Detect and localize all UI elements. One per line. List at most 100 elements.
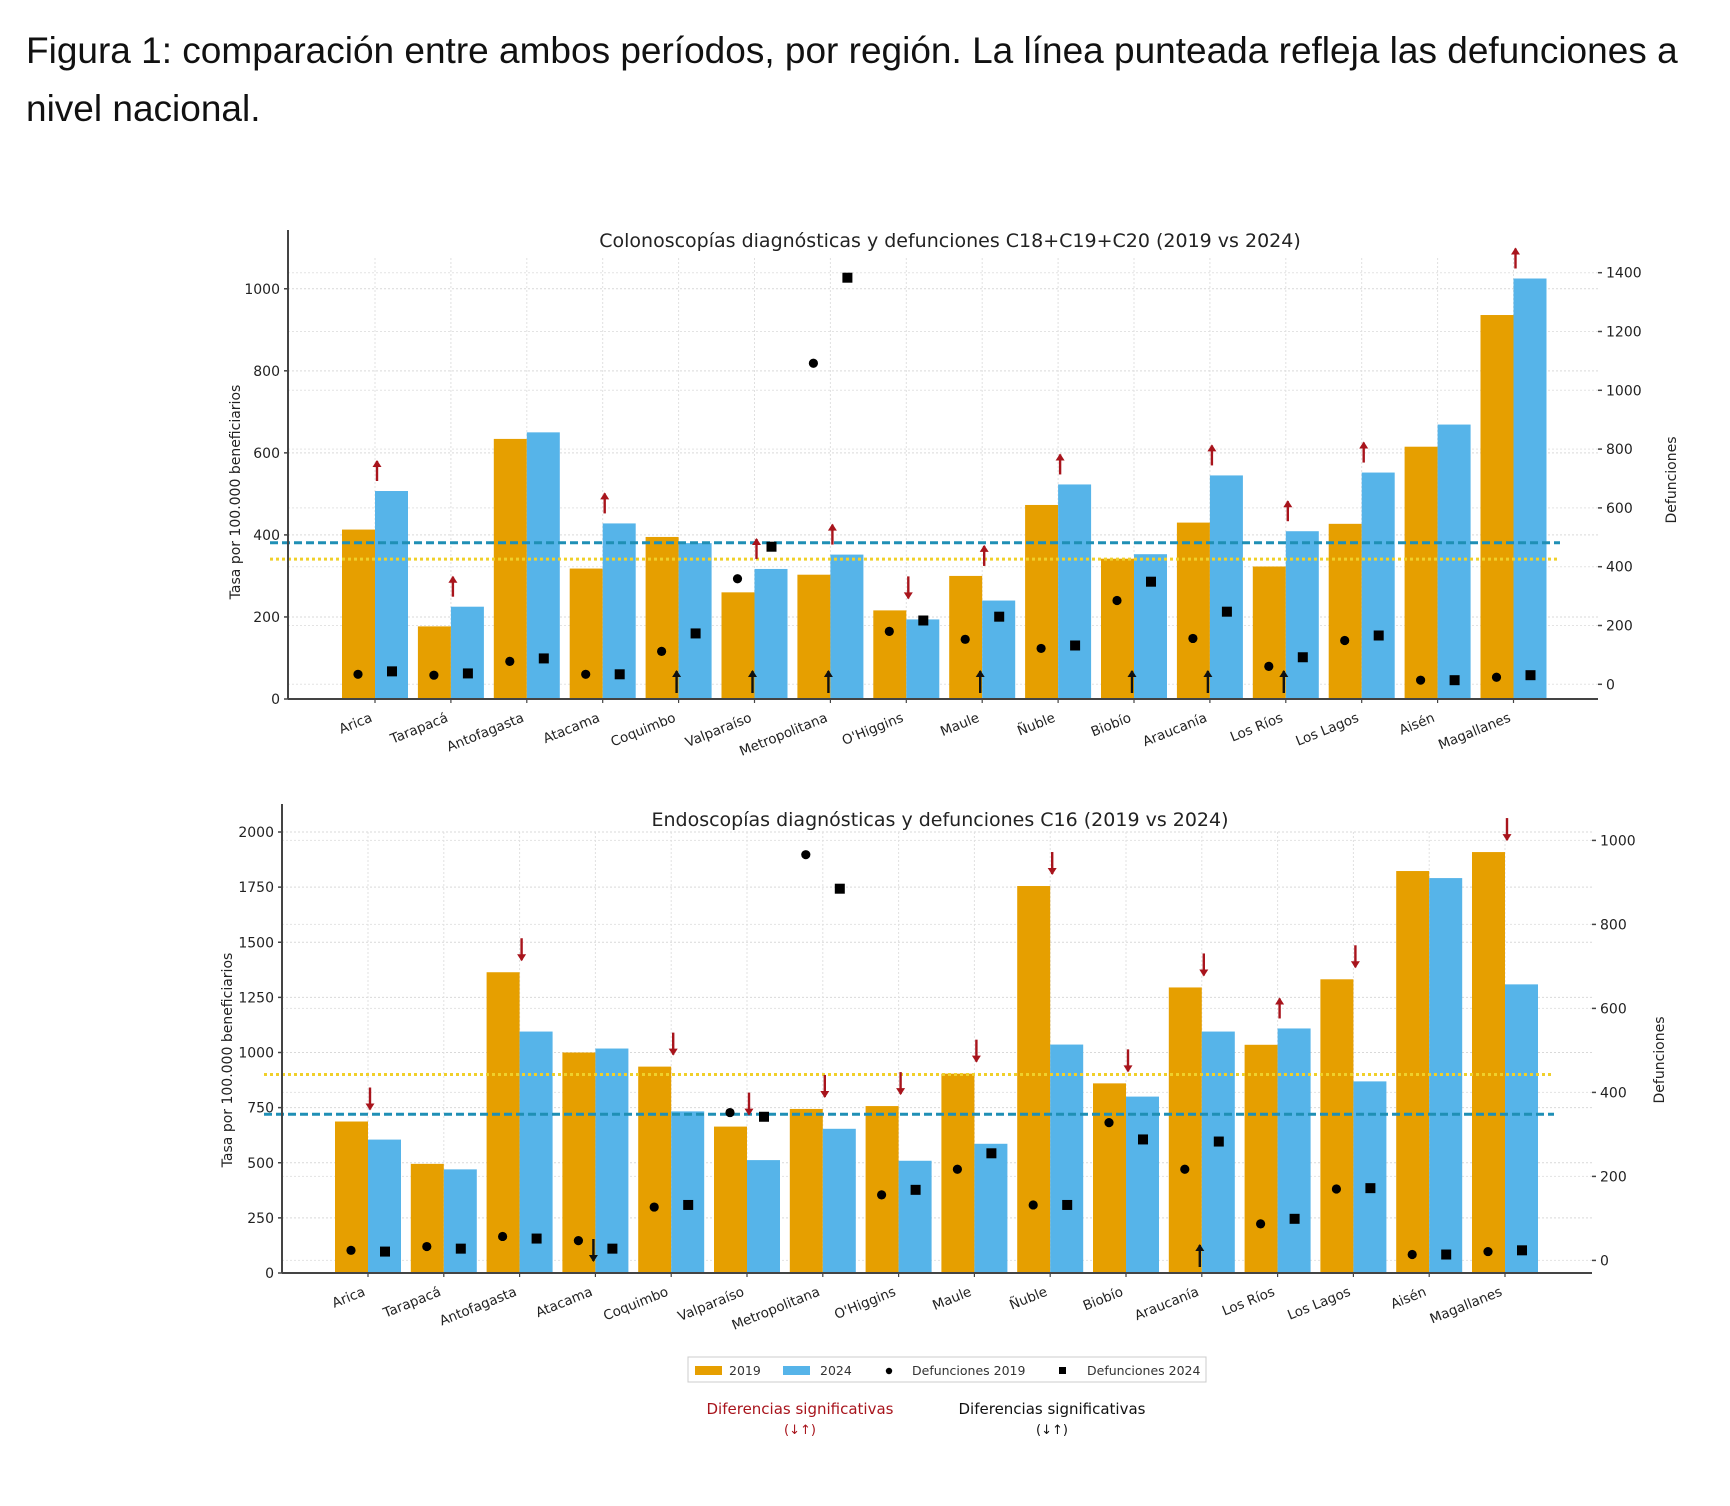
y-tick-label: 1250 <box>238 990 274 1006</box>
bar-2024 <box>1134 554 1167 699</box>
x-tick-label: Maule <box>930 1284 974 1314</box>
x-tick-label: Tarapacá <box>387 710 450 748</box>
legend: 2019 2024 Defunciones 2019 Defunciones 2… <box>687 1356 1207 1438</box>
bar-2024 <box>443 1169 477 1273</box>
marker-defunciones-2019 <box>573 1236 584 1246</box>
chart-endoscopias: Endoscopías diagnósticas y defunciones C… <box>220 804 1668 1334</box>
y-tick-label: 600 <box>253 446 280 462</box>
marker-defunciones-2019 <box>1416 675 1426 685</box>
arrow-down-icon <box>896 1072 906 1096</box>
legend-marker-defunciones-2024 <box>1059 1367 1066 1374</box>
legend-swatch-2024 <box>783 1366 810 1375</box>
y-tick-label: 0 <box>271 692 280 708</box>
arrow-down-icon-head <box>1350 961 1360 969</box>
bar-2024 <box>678 543 712 699</box>
arrow-up-icon <box>1279 670 1289 693</box>
bar-2024 <box>830 554 864 699</box>
note-significance-rate: Diferencias significativas <box>707 1400 894 1418</box>
x-tick-label: Los Lagos <box>1285 1284 1353 1324</box>
arrow-up-icon <box>1359 441 1369 463</box>
marker-defunciones-2024 <box>531 1233 542 1244</box>
arrow-down-icon <box>1502 818 1512 842</box>
marker-defunciones-2019 <box>1331 1184 1341 1194</box>
marker-defunciones-2019 <box>429 670 439 680</box>
arrow-up-icon-head <box>1055 453 1065 461</box>
arrow-up-icon <box>1207 444 1217 466</box>
marker-defunciones-2024 <box>462 668 473 679</box>
bar-2019 <box>638 1066 672 1273</box>
marker-defunciones-2019 <box>877 1190 887 1200</box>
marker-defunciones-2019 <box>884 626 894 636</box>
arrow-up-icon-head <box>1127 670 1137 677</box>
bar-2024 <box>1513 278 1547 699</box>
arrow-up-icon-head <box>1275 997 1285 1005</box>
arrow-up-icon-head <box>1195 1244 1205 1251</box>
significance-arrows <box>372 247 1520 693</box>
legend-label-defunciones-2019: Defunciones 2019 <box>912 1363 1026 1378</box>
marker-defunciones-2024 <box>1213 1136 1224 1147</box>
arrow-up-icon-head <box>752 537 761 545</box>
note-significance-rate-arrows: (↓↑) <box>784 1423 816 1438</box>
arrow-down-icon-head <box>820 1090 830 1098</box>
x-tick-label: Aisén <box>1389 1284 1429 1313</box>
y2-tick-label: 1200 <box>1606 325 1642 341</box>
x-tick-label: Antofagasta <box>437 1284 519 1329</box>
bar-2019 <box>865 1106 899 1273</box>
marker-defunciones-2024 <box>1373 630 1384 641</box>
x-tick-label: Ñuble <box>1007 1283 1050 1313</box>
significance-arrows <box>365 818 1512 1267</box>
marker-defunciones-2019 <box>952 1164 963 1174</box>
marker-defunciones-2024 <box>910 1184 921 1195</box>
deaths-markers <box>353 272 1536 686</box>
marker-defunciones-2019 <box>1264 661 1274 671</box>
arrow-up-icon <box>1203 670 1213 693</box>
marker-defunciones-2024 <box>455 1243 466 1254</box>
bar-2019 <box>1017 886 1051 1273</box>
marker-defunciones-2024 <box>842 272 853 283</box>
y2-axis-label: Defunciones <box>1664 436 1680 523</box>
legend-marker-defunciones-2019 <box>885 1367 893 1375</box>
arrow-down-icon-head <box>1502 834 1512 842</box>
bar-2019 <box>410 1163 444 1273</box>
marker-defunciones-2024 <box>538 653 549 664</box>
marker-defunciones-2019 <box>1104 1118 1114 1128</box>
marker-defunciones-2019 <box>498 1231 508 1242</box>
bar-2019 <box>1101 558 1134 699</box>
marker-defunciones-2019 <box>1188 633 1198 644</box>
bar-2024 <box>1050 1044 1084 1273</box>
arrow-up-icon-head <box>979 544 989 552</box>
figure-caption: Figura 1: comparación entre ambos períod… <box>26 30 1678 129</box>
arrow-down-icon <box>1350 945 1360 969</box>
bar-2019 <box>789 1108 823 1273</box>
x-tick-label: O'Higgins <box>832 1284 898 1323</box>
bar-2024 <box>747 1160 780 1273</box>
x-tick-label: Coquimbo <box>609 710 679 751</box>
deaths-markers <box>346 850 1527 1260</box>
x-tick-label: Magallanes <box>1428 1284 1505 1327</box>
arrow-up-icon-head <box>1203 670 1213 677</box>
bars <box>342 278 1547 699</box>
bar-2024 <box>1285 531 1319 699</box>
arrow-up-icon <box>975 670 985 693</box>
arrow-down-icon <box>668 1032 678 1056</box>
legend-label-2019: 2019 <box>729 1363 761 1378</box>
chart-title: Colonoscopías diagnósticas y defunciones… <box>599 230 1301 252</box>
arrow-up-icon <box>1511 247 1520 269</box>
marker-defunciones-2024 <box>1365 1183 1376 1194</box>
arrow-down-icon <box>517 938 527 962</box>
marker-defunciones-2024 <box>387 666 397 677</box>
y2-tick-label: 600 <box>1606 501 1633 517</box>
bars <box>335 852 1538 1273</box>
bar-2019 <box>1168 987 1202 1273</box>
x-tick-label: Tarapacá <box>380 1284 443 1322</box>
marker-defunciones-2019 <box>1407 1249 1417 1260</box>
arrow-down-icon <box>365 1087 375 1111</box>
y-tick-label: 1500 <box>238 935 274 951</box>
bar-2019 <box>1320 979 1354 1273</box>
legend-label-defunciones-2024: Defunciones 2024 <box>1087 1363 1201 1378</box>
y2-tick-label: 200 <box>1600 1169 1627 1185</box>
arrow-down-icon <box>1199 953 1209 977</box>
marker-defunciones-2019 <box>725 1107 735 1118</box>
marker-defunciones-2024 <box>1449 675 1460 686</box>
